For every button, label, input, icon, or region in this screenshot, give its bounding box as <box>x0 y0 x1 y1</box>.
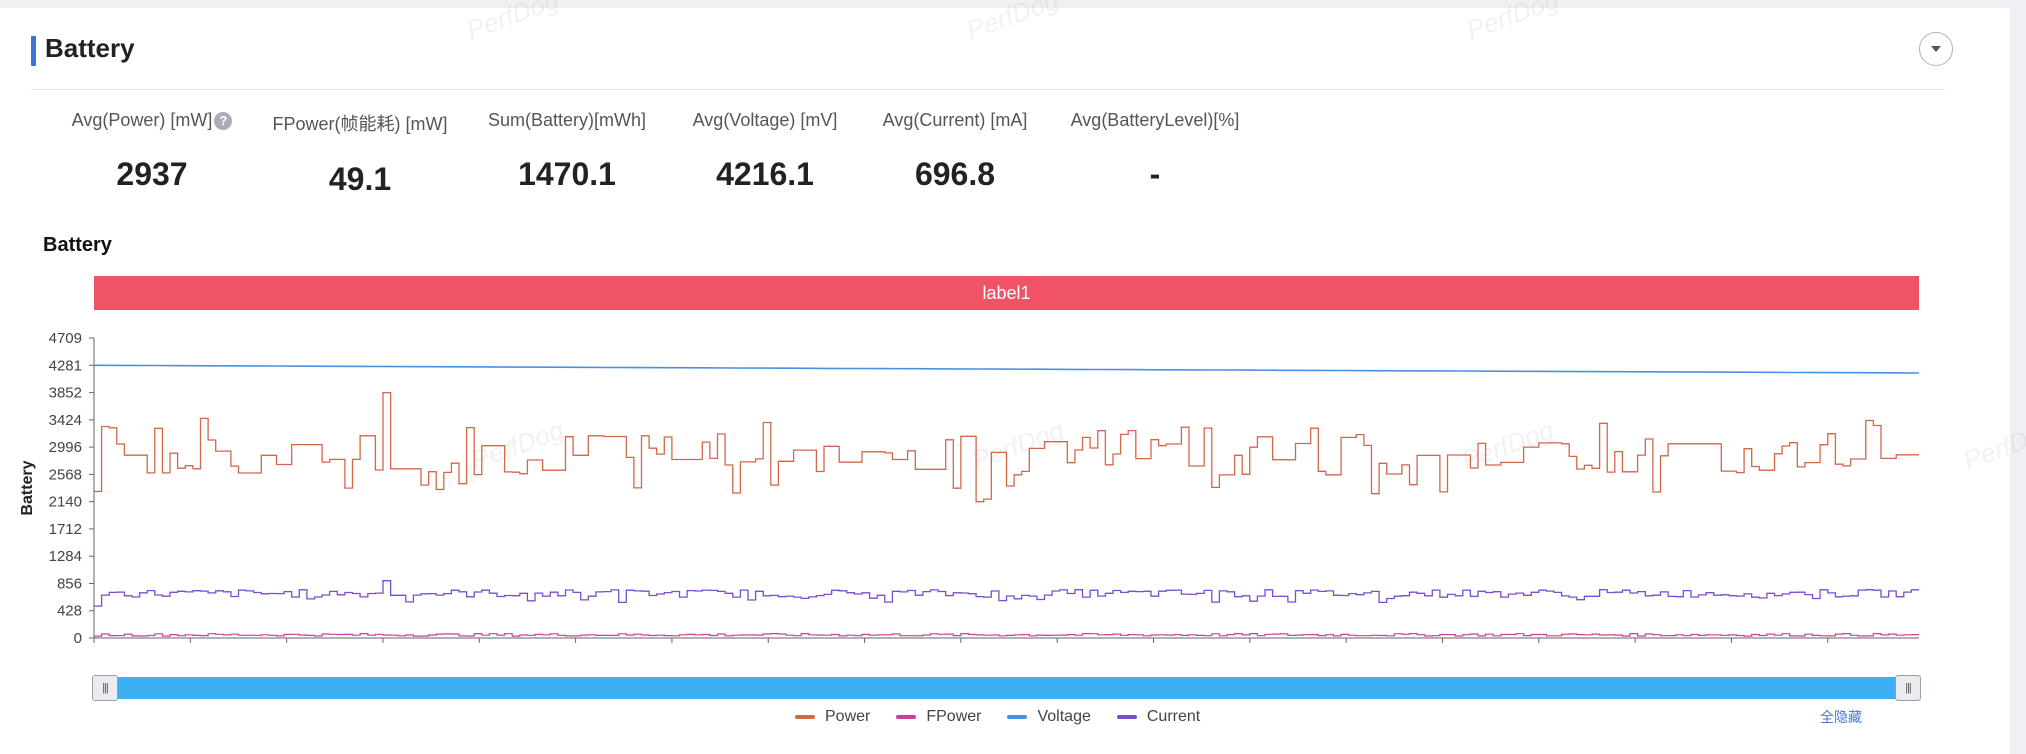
page-title: Battery <box>45 33 135 63</box>
y-tick-label: 0 <box>74 630 82 647</box>
y-tick-label: 4709 <box>49 330 82 347</box>
stat-value: 1470.1 <box>518 156 616 192</box>
stat-value: 4216.1 <box>716 156 814 192</box>
hide-all-link[interactable]: 全隐藏 <box>1820 709 1862 725</box>
legend-label: FPower <box>926 708 982 725</box>
y-tick-label: 1284 <box>49 548 82 565</box>
series-line-current <box>94 580 1919 607</box>
accent-bar <box>31 36 36 66</box>
section-header: Battery <box>31 22 1953 90</box>
y-tick-label: 3424 <box>49 412 82 429</box>
chart-legend: Power FPower Voltage Current <box>795 706 1200 728</box>
stat-fpower: FPower(帧能耗) [mW] 49.1 <box>270 110 450 198</box>
slider-handle-left[interactable]: ||| <box>92 675 118 701</box>
y-tick-label: 856 <box>57 575 82 592</box>
y-tick-label: 2140 <box>49 494 82 511</box>
stat-value: 696.8 <box>914 156 996 192</box>
legend-item-voltage[interactable]: Voltage <box>1007 708 1091 726</box>
stat-label: Avg(BatteryLevel)[%] <box>1070 110 1240 130</box>
chart-title: Battery <box>43 234 112 256</box>
stats-row: Avg(Power) [mW] ? 2937 FPower(帧能耗) [mW] … <box>0 110 1300 210</box>
help-icon[interactable]: ? <box>214 111 233 130</box>
y-tick-label: 2996 <box>49 439 82 456</box>
legend-label: Voltage <box>1037 708 1091 725</box>
legend-swatch <box>1116 715 1137 719</box>
series-line-fpower <box>94 633 1919 637</box>
y-tick-label: 1712 <box>49 521 82 538</box>
y-axis-label: Battery <box>19 460 36 515</box>
stat-label: Avg(Power) [mW] <box>71 110 213 130</box>
collapse-button[interactable] <box>1919 32 1953 66</box>
legend-item-current[interactable]: Current <box>1116 708 1201 726</box>
series-line-voltage <box>93 364 1920 374</box>
series-line-power <box>94 391 1919 503</box>
y-tick-label: 3852 <box>49 385 82 402</box>
legend-item-power[interactable]: Power <box>795 708 870 726</box>
stat-value: 2937 <box>116 156 188 192</box>
stat-sum-battery: Sum(Battery)[mWh] 1470.1 <box>477 110 657 193</box>
stat-label: Avg(Voltage) [mV] <box>692 110 838 130</box>
stat-value: 49.1 <box>328 161 392 197</box>
battery-panel <box>0 8 2010 754</box>
legend-label: Power <box>825 708 871 725</box>
y-tick-label: 428 <box>57 603 82 620</box>
stat-avg-current: Avg(Current) [mA] 696.8 <box>865 110 1045 193</box>
stat-avg-voltage: Avg(Voltage) [mV] 4216.1 <box>675 110 855 193</box>
stat-value: - <box>1149 156 1161 192</box>
y-tick-label: 2568 <box>49 466 82 483</box>
chevron-down-icon <box>1931 46 1941 52</box>
stat-avg-power: Avg(Power) [mW] ? 2937 <box>62 110 242 193</box>
slider-handle-right[interactable]: ||| <box>1895 675 1921 701</box>
label-band[interactable]: label1 <box>94 276 1919 310</box>
stat-avg-battery-level: Avg(BatteryLevel)[%] - <box>1060 110 1250 193</box>
legend-swatch <box>1007 715 1028 719</box>
battery-chart: 0 428 856 1284 1712 2140 2568 2996 3424 3852 4281 4… <box>19 330 1920 647</box>
legend-swatch <box>896 715 917 719</box>
legend-label: Current <box>1146 708 1201 725</box>
y-tick-label: 4281 <box>49 357 82 374</box>
stat-label: FPower(帧能耗) [mW] <box>272 114 448 134</box>
stat-label: Sum(Battery)[mWh] <box>487 110 647 130</box>
stat-label: Avg(Current) [mA] <box>882 110 1028 130</box>
legend-item-fpower[interactable]: FPower <box>896 708 981 726</box>
time-range-slider[interactable]: ||| ||| <box>92 675 1921 701</box>
legend-swatch <box>795 715 815 719</box>
